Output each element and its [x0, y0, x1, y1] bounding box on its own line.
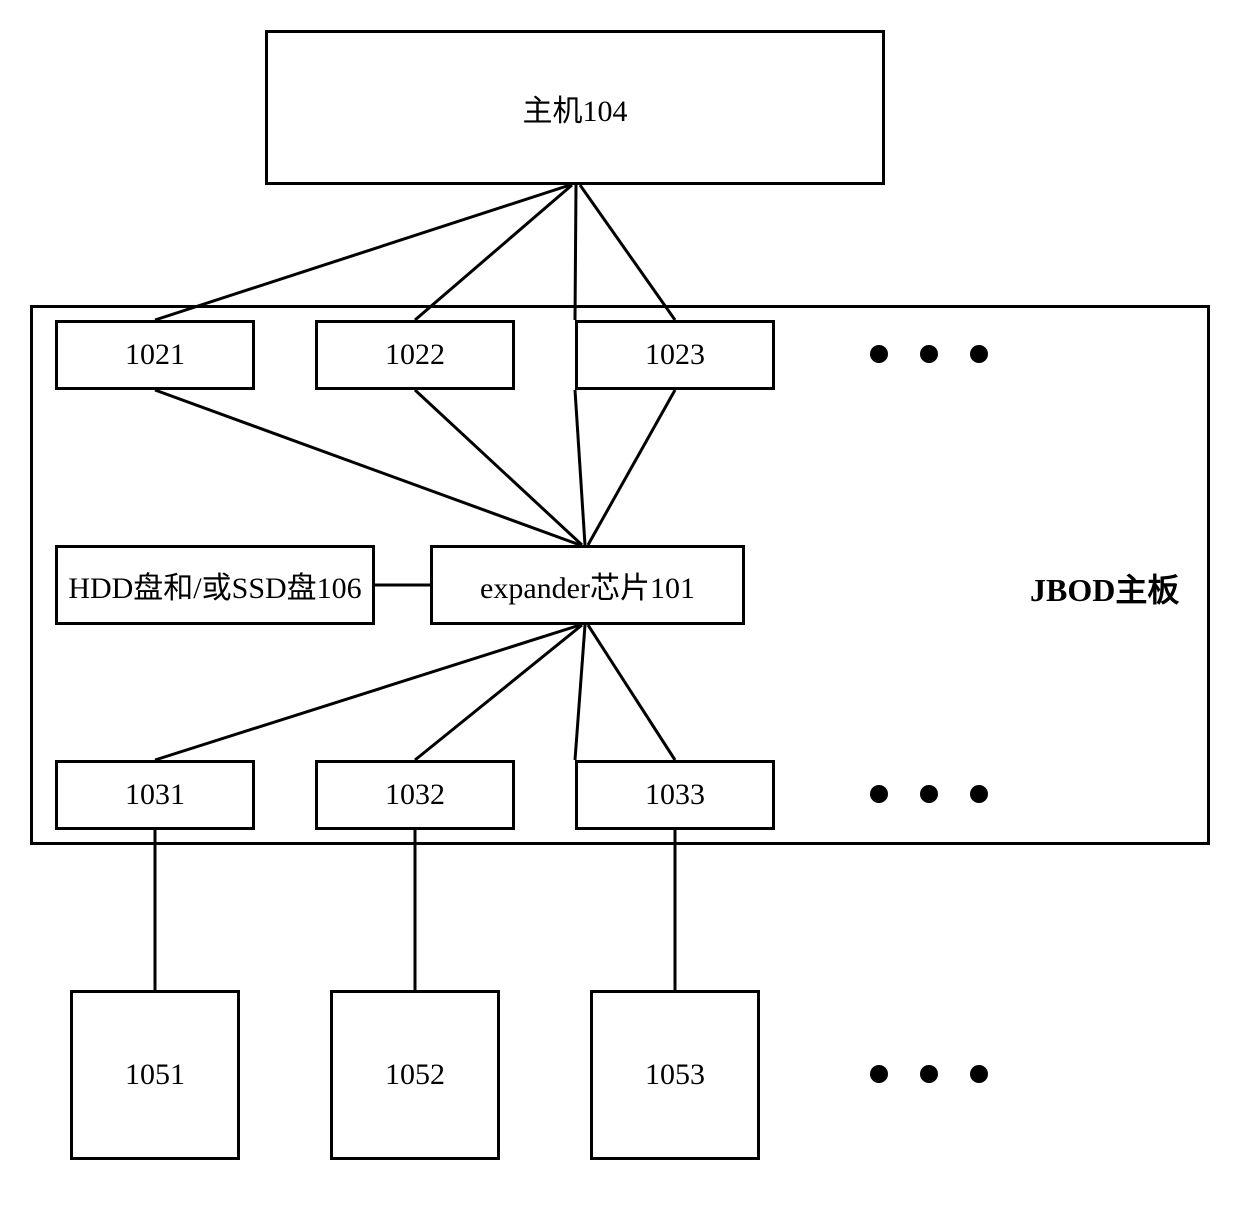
- row3-label: 1051: [125, 1058, 185, 1092]
- dot-icon: [920, 1065, 938, 1083]
- host-box: 主机104: [265, 30, 885, 185]
- ellipsis-icon: [870, 785, 988, 803]
- row2-label: 1033: [645, 778, 705, 812]
- row3-box-2: 1053: [590, 990, 760, 1160]
- row3-label: 1052: [385, 1058, 445, 1092]
- row2-label: 1031: [125, 778, 185, 812]
- expander-label: expander芯片101: [480, 563, 695, 607]
- mainboard-label: JBOD主板: [1030, 565, 1179, 611]
- dot-icon: [870, 345, 888, 363]
- dot-icon: [870, 785, 888, 803]
- dot-icon: [970, 345, 988, 363]
- row1-box-0: 1021: [55, 320, 255, 390]
- row2-box-1: 1032: [315, 760, 515, 830]
- expander-box: expander芯片101: [430, 545, 745, 625]
- row3-box-1: 1052: [330, 990, 500, 1160]
- row1-label: 1021: [125, 338, 185, 372]
- dot-icon: [920, 785, 938, 803]
- row2-label: 1032: [385, 778, 445, 812]
- dot-icon: [970, 1065, 988, 1083]
- host-label: 主机104: [523, 86, 628, 130]
- row1-box-1: 1022: [315, 320, 515, 390]
- row1-box-2: 1023: [575, 320, 775, 390]
- disks-label: HDD盘和/或SSD盘106: [68, 563, 361, 607]
- row1-label: 1023: [645, 338, 705, 372]
- row3-box-0: 1051: [70, 990, 240, 1160]
- row1-label: 1022: [385, 338, 445, 372]
- ellipsis-icon: [870, 1065, 988, 1083]
- row2-box-0: 1031: [55, 760, 255, 830]
- dot-icon: [970, 785, 988, 803]
- dot-icon: [920, 345, 938, 363]
- ellipsis-icon: [870, 345, 988, 363]
- row2-box-2: 1033: [575, 760, 775, 830]
- dot-icon: [870, 1065, 888, 1083]
- row3-label: 1053: [645, 1058, 705, 1092]
- disks-box: HDD盘和/或SSD盘106: [55, 545, 375, 625]
